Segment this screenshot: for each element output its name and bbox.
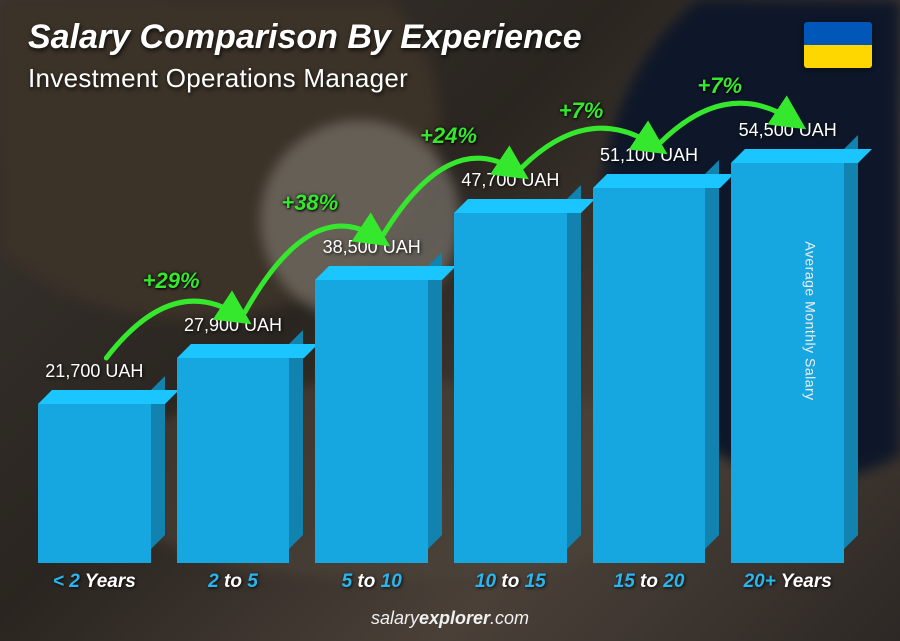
bar-value-label: 27,900 UAH xyxy=(153,315,313,336)
footer-bold: explorer xyxy=(419,608,490,628)
bar-value-label: 38,500 UAH xyxy=(292,237,452,258)
footer-suffix: .com xyxy=(490,608,529,628)
bar-column: 47,700 UAH xyxy=(454,213,567,563)
bar-column: 38,500 UAH xyxy=(315,280,428,563)
x-category: 2 to 5 xyxy=(177,571,290,593)
x-axis: < 2 Years 2 to 5 5 to 10 10 to 15 15 to 20 20… xyxy=(28,571,854,593)
flag-top-stripe xyxy=(804,22,872,45)
flag-bottom-stripe xyxy=(804,45,872,68)
x-category: 15 to 20 xyxy=(593,571,706,593)
x-category: 5 to 10 xyxy=(315,571,428,593)
chart-title: Salary Comparison By Experience xyxy=(28,18,582,57)
bar-value-label: 54,500 UAH xyxy=(708,120,868,141)
bar xyxy=(593,188,706,563)
bar xyxy=(315,280,428,563)
x-category: 10 to 15 xyxy=(454,571,567,593)
bar-value-label: 51,100 UAH xyxy=(569,145,729,166)
bar-column: 21,700 UAH xyxy=(38,404,151,563)
bar-value-label: 47,700 UAH xyxy=(430,170,590,191)
header: Salary Comparison By Experience Investme… xyxy=(28,18,582,94)
x-category: 20+ Years xyxy=(731,571,844,593)
bar xyxy=(38,404,151,563)
y-axis-label: Average Monthly Salary xyxy=(802,241,818,400)
ukraine-flag-icon xyxy=(804,22,872,68)
footer-brand: salaryexplorer.com xyxy=(0,608,900,629)
bar xyxy=(177,358,290,563)
x-category: < 2 Years xyxy=(38,571,151,593)
bar-value-label: 21,700 UAH xyxy=(14,361,174,382)
bar-column: 54,500 UAH xyxy=(731,163,844,563)
footer-prefix: salary xyxy=(371,608,419,628)
bar-chart: 21,700 UAH27,900 UAH38,500 UAH47,700 UAH… xyxy=(28,120,854,563)
bar xyxy=(731,163,844,563)
bar xyxy=(454,213,567,563)
chart-subtitle: Investment Operations Manager xyxy=(28,63,582,94)
bar-column: 27,900 UAH xyxy=(177,358,290,563)
bar-column: 51,100 UAH xyxy=(593,188,706,563)
